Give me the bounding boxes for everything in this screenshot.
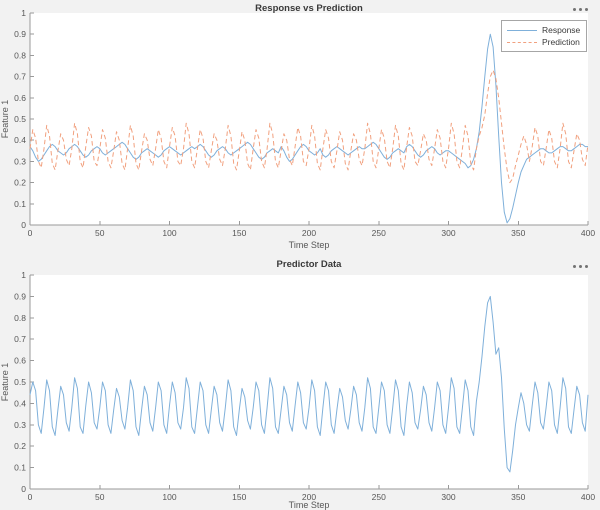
x-tick-label: 0 — [28, 492, 33, 502]
y-tick-label: 0.7 — [14, 334, 26, 344]
y-tick-label: 0.7 — [14, 72, 26, 82]
y-tick-label: 0.9 — [14, 29, 26, 39]
more-options-button[interactable] — [566, 4, 588, 14]
legend-line-sample — [507, 29, 537, 31]
x-tick-label: 250 — [372, 492, 386, 502]
more-options-icon — [573, 7, 576, 11]
x-tick-label: 300 — [441, 228, 455, 238]
more-options-button[interactable] — [566, 261, 588, 271]
y-tick-label: 0 — [21, 484, 26, 494]
plot-area — [30, 275, 588, 489]
y-tick-label: 0.1 — [14, 463, 26, 473]
x-tick-label: 350 — [511, 228, 525, 238]
x-tick-label: 300 — [441, 492, 455, 502]
y-tick-label: 0.5 — [14, 377, 26, 387]
y-tick-label: 0.3 — [14, 156, 26, 166]
legend-entry-response: Response — [507, 24, 582, 36]
y-tick-label: 0.8 — [14, 313, 26, 323]
plot-area — [30, 13, 588, 225]
y-tick-label: 0.6 — [14, 356, 26, 366]
x-axis-label: Time Step — [289, 240, 330, 250]
more-options-icon — [579, 7, 582, 11]
y-tick-label: 0.4 — [14, 135, 26, 145]
predictor-data-chart: 0 50 100 150 200 250 300 350 400 0 0.1 0.2 0.3 0.4 0.5… — [0, 270, 595, 510]
x-tick-label: 250 — [372, 228, 386, 238]
y-tick-label: 0.9 — [14, 291, 26, 301]
x-tick-label: 150 — [232, 228, 246, 238]
y-tick-label: 0.2 — [14, 178, 26, 188]
y-tick-label: 0.3 — [14, 420, 26, 430]
series-line-predictor — [29, 295, 589, 473]
y-tick-label: 0.6 — [14, 93, 26, 103]
y-tick-label: 0.8 — [14, 50, 26, 60]
y-tick-label: 0.5 — [14, 114, 26, 124]
x-tick-label: 400 — [581, 492, 595, 502]
x-tick-label: 50 — [95, 492, 105, 502]
legend-label: Response — [542, 25, 581, 35]
x-tick-label: 150 — [232, 492, 246, 502]
x-tick-label: 100 — [162, 228, 176, 238]
legend-label: Prediction — [542, 37, 580, 47]
x-tick-label: 0 — [28, 228, 33, 238]
more-options-icon — [579, 264, 582, 268]
y-axis-label: Feature 1 — [0, 363, 10, 402]
chart-title-response-vs-prediction: Response vs Prediction — [255, 3, 363, 14]
x-axis-label: Time Step — [289, 500, 330, 510]
y-tick-label: 0 — [21, 220, 26, 230]
y-tick-label: 0.1 — [14, 199, 26, 209]
x-tick-label: 200 — [302, 228, 316, 238]
y-tick-label: 1 — [21, 8, 26, 18]
legend-line-sample — [507, 41, 537, 43]
x-tick-label: 400 — [581, 228, 595, 238]
x-tick-label: 200 — [302, 492, 316, 502]
legend-entry-prediction: Prediction — [507, 36, 582, 48]
x-tick-label: 350 — [511, 492, 525, 502]
x-tick-label: 100 — [162, 492, 176, 502]
legend[interactable]: Response Prediction — [501, 20, 587, 52]
y-tick-label: 1 — [21, 270, 26, 280]
response-vs-prediction-chart: 0 50 100 150 200 250 300 350 400 0 0.1 0.2 0.3 0.4 0.5… — [0, 8, 595, 250]
series-line-prediction — [29, 69, 589, 184]
more-options-icon — [585, 7, 588, 11]
y-tick-label: 0.4 — [14, 398, 26, 408]
chart-title-predictor-data: Predictor Data — [276, 259, 342, 270]
y-tick-label: 0.2 — [14, 441, 26, 451]
more-options-icon — [585, 264, 588, 268]
x-tick-label: 50 — [95, 228, 105, 238]
more-options-icon — [573, 264, 576, 268]
y-axis-label: Feature 1 — [0, 100, 10, 139]
